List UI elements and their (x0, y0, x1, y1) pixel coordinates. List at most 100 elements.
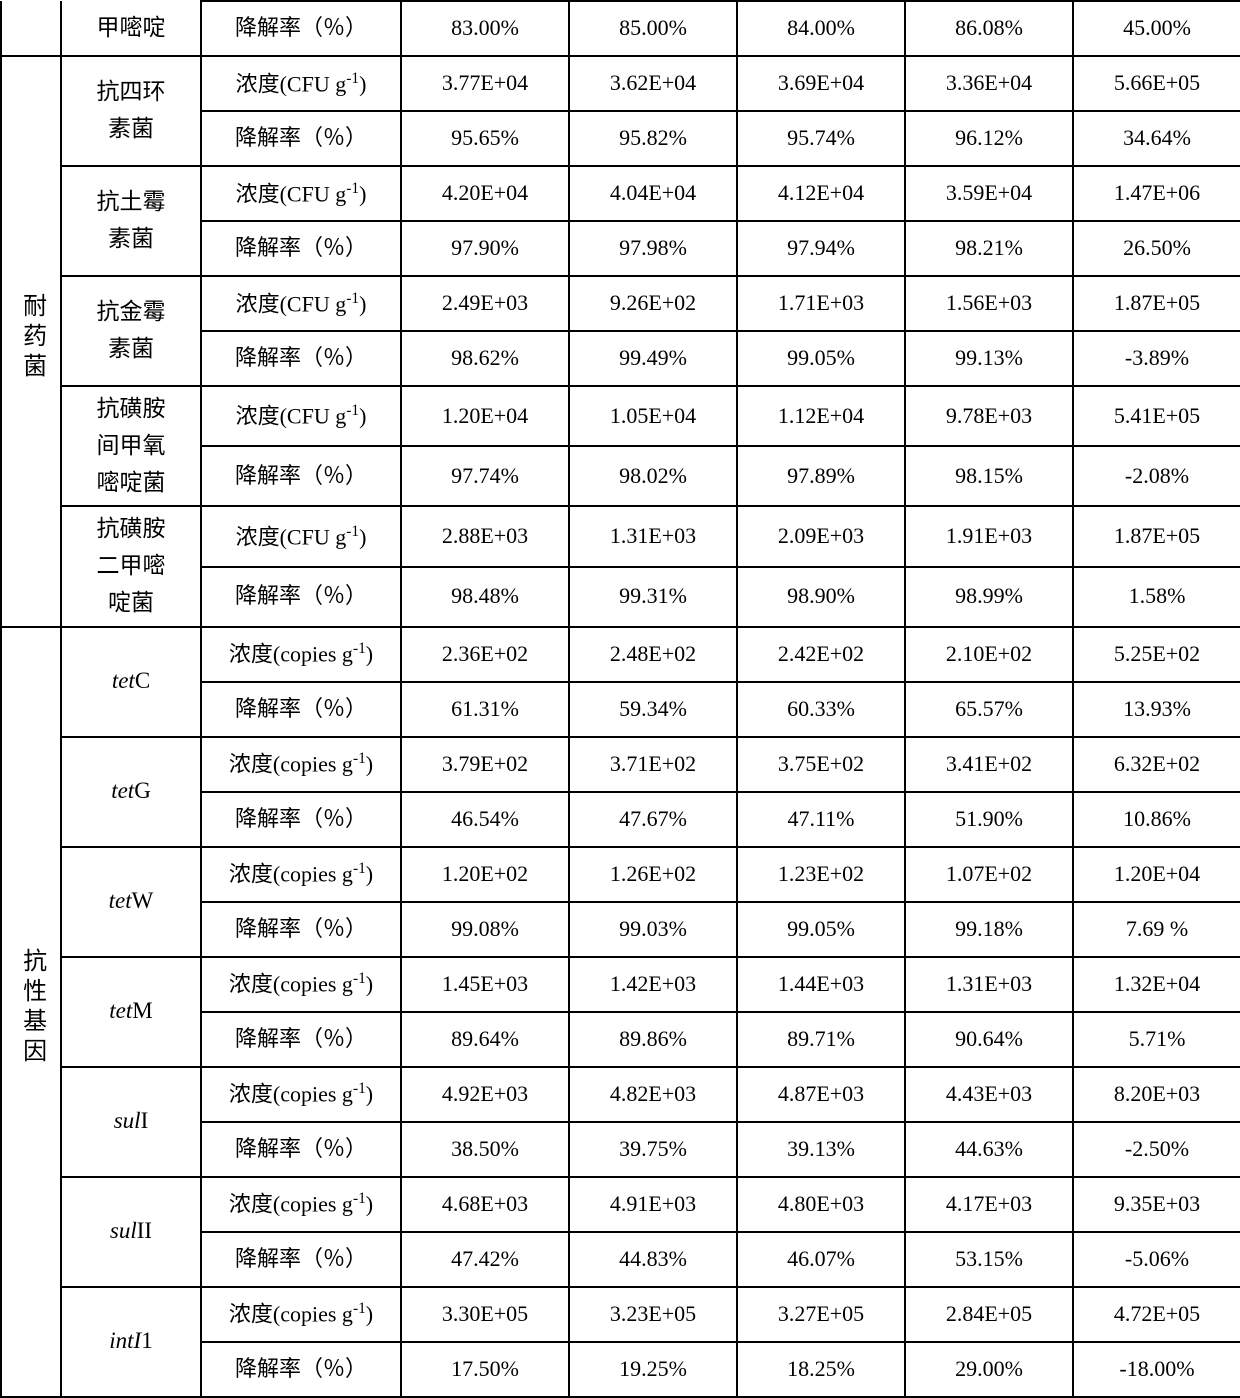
value-cell: 3.62E+04 (569, 56, 737, 111)
metric-cell: 浓度(copies g-1) (201, 627, 401, 682)
value-cell: 89.71% (737, 1012, 905, 1067)
category-cell: 耐药菌 (1, 56, 61, 627)
subgroup-cell: 甲嘧啶 (61, 1, 201, 56)
value-cell: 1.20E+04 (401, 386, 569, 446)
value-cell: 1.44E+03 (737, 957, 905, 1012)
value-cell: 2.48E+02 (569, 627, 737, 682)
value-cell: 97.94% (737, 221, 905, 276)
value-cell: 17.50% (401, 1342, 569, 1397)
metric-cell: 浓度(CFU g-1) (201, 386, 401, 446)
value-cell: 18.25% (737, 1342, 905, 1397)
value-cell: 4.17E+03 (905, 1177, 1073, 1232)
metric-cell: 降解率（％） (201, 1, 401, 56)
value-cell: 1.20E+02 (401, 847, 569, 902)
table-row: sulII浓度(copies g-1)4.68E+034.91E+034.80E… (1, 1177, 1240, 1232)
value-cell: 53.15% (905, 1232, 1073, 1287)
value-cell: 26.50% (1073, 221, 1240, 276)
value-cell: 1.07E+02 (905, 847, 1073, 902)
value-cell: 1.47E+06 (1073, 166, 1240, 221)
value-cell: 97.98% (569, 221, 737, 276)
metric-cell: 降解率（％） (201, 221, 401, 276)
subgroup-cell: 抗四环素菌 (61, 56, 201, 166)
value-cell: 96.12% (905, 111, 1073, 166)
value-cell: 3.75E+02 (737, 737, 905, 792)
value-cell: -18.00% (1073, 1342, 1240, 1397)
value-cell: 83.00% (401, 1, 569, 56)
table-row: 抗金霉素菌浓度(CFU g-1)2.49E+039.26E+021.71E+03… (1, 276, 1240, 331)
table-row: 抗性基因tetC浓度(copies g-1)2.36E+022.48E+022.… (1, 627, 1240, 682)
value-cell: 3.77E+04 (401, 56, 569, 111)
value-cell: 1.23E+02 (737, 847, 905, 902)
value-cell: 9.78E+03 (905, 386, 1073, 446)
value-cell: 45.00% (1073, 1, 1240, 56)
value-cell: -5.06% (1073, 1232, 1240, 1287)
value-cell: 3.23E+05 (569, 1287, 737, 1342)
metric-cell: 浓度(CFU g-1) (201, 56, 401, 111)
value-cell: 5.25E+02 (1073, 627, 1240, 682)
value-cell: 1.12E+04 (737, 386, 905, 446)
value-cell: 2.42E+02 (737, 627, 905, 682)
value-cell: 1.71E+03 (737, 276, 905, 331)
metric-cell: 浓度(copies g-1) (201, 847, 401, 902)
metric-cell: 浓度(copies g-1) (201, 1177, 401, 1232)
table-row: 抗土霉素菌浓度(CFU g-1)4.20E+044.04E+044.12E+04… (1, 166, 1240, 221)
value-cell: 3.27E+05 (737, 1287, 905, 1342)
value-cell: -3.89% (1073, 331, 1240, 386)
value-cell: 86.08% (905, 1, 1073, 56)
value-cell: 5.41E+05 (1073, 386, 1240, 446)
value-cell: 3.71E+02 (569, 737, 737, 792)
value-cell: 3.30E+05 (401, 1287, 569, 1342)
value-cell: 98.62% (401, 331, 569, 386)
subgroup-cell: tetW (61, 847, 201, 957)
metric-cell: 降解率（％） (201, 567, 401, 627)
metric-cell: 降解率（％） (201, 331, 401, 386)
value-cell: 4.43E+03 (905, 1067, 1073, 1122)
table-row: intI1浓度(copies g-1)3.30E+053.23E+053.27E… (1, 1287, 1240, 1342)
metric-cell: 降解率（％） (201, 902, 401, 957)
value-cell: 97.89% (737, 446, 905, 506)
subgroup-cell: tetC (61, 627, 201, 737)
value-cell: 46.54% (401, 792, 569, 847)
value-cell: 4.72E+05 (1073, 1287, 1240, 1342)
value-cell: 2.84E+05 (905, 1287, 1073, 1342)
metric-cell: 浓度(CFU g-1) (201, 166, 401, 221)
value-cell: 34.64% (1073, 111, 1240, 166)
value-cell: 4.87E+03 (737, 1067, 905, 1122)
value-cell: 4.82E+03 (569, 1067, 737, 1122)
subgroup-cell: sulII (61, 1177, 201, 1287)
data-table: 甲嘧啶降解率（％）83.00%85.00%84.00%86.08%45.00%耐… (0, 0, 1240, 1398)
value-cell: 1.91E+03 (905, 506, 1073, 566)
table-row: 抗磺胺二甲嘧啶菌浓度(CFU g-1)2.88E+031.31E+032.09E… (1, 506, 1240, 566)
subgroup-cell: tetM (61, 957, 201, 1067)
value-cell: 98.90% (737, 567, 905, 627)
value-cell: 89.86% (569, 1012, 737, 1067)
value-cell: 39.75% (569, 1122, 737, 1177)
metric-cell: 降解率（％） (201, 1012, 401, 1067)
value-cell: 38.50% (401, 1122, 569, 1177)
subgroup-cell: sulI (61, 1067, 201, 1177)
metric-cell: 降解率（％） (201, 1122, 401, 1177)
value-cell: 1.20E+04 (1073, 847, 1240, 902)
value-cell: 1.32E+04 (1073, 957, 1240, 1012)
value-cell: 99.05% (737, 331, 905, 386)
value-cell: 5.66E+05 (1073, 56, 1240, 111)
subgroup-cell: 抗磺胺二甲嘧啶菌 (61, 506, 201, 626)
value-cell: -2.08% (1073, 446, 1240, 506)
value-cell: 47.11% (737, 792, 905, 847)
value-cell: 99.03% (569, 902, 737, 957)
value-cell: 90.64% (905, 1012, 1073, 1067)
value-cell: 39.13% (737, 1122, 905, 1177)
value-cell: 4.91E+03 (569, 1177, 737, 1232)
value-cell: 2.09E+03 (737, 506, 905, 566)
value-cell: 60.33% (737, 682, 905, 737)
category-label: 抗性基因 (15, 948, 46, 1068)
value-cell: 3.79E+02 (401, 737, 569, 792)
value-cell: 9.35E+03 (1073, 1177, 1240, 1232)
value-cell: 1.26E+02 (569, 847, 737, 902)
value-cell: 1.56E+03 (905, 276, 1073, 331)
value-cell: 3.69E+04 (737, 56, 905, 111)
value-cell: 2.49E+03 (401, 276, 569, 331)
value-cell: 2.36E+02 (401, 627, 569, 682)
metric-cell: 浓度(CFU g-1) (201, 276, 401, 331)
category-cell: 抗性基因 (1, 627, 61, 1397)
